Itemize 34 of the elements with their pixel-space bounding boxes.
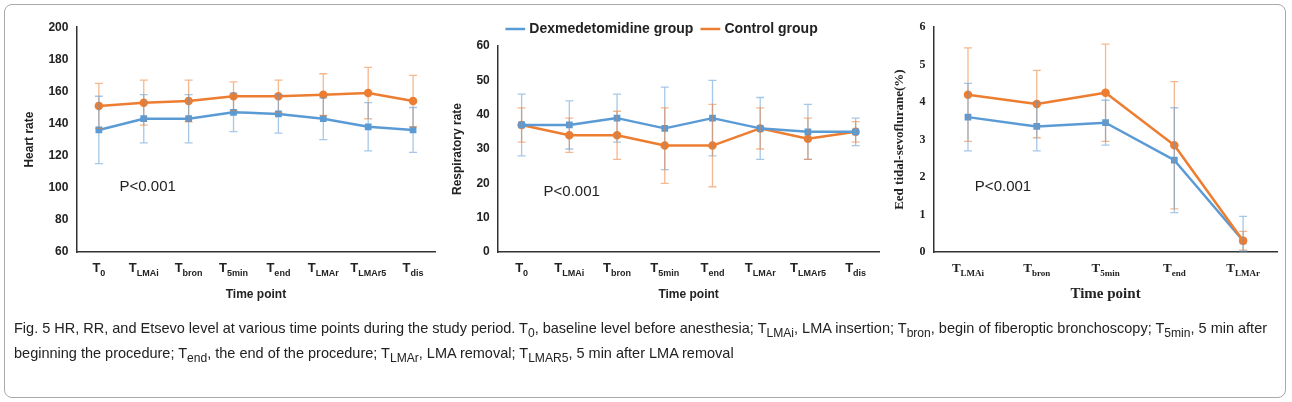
y-tick-label: 1 [919, 206, 926, 221]
y-tick-label: 160 [48, 83, 69, 98]
y-tick-label: 120 [48, 147, 69, 162]
y-tick-label: 2 [919, 169, 926, 184]
y-tick-label: 140 [48, 115, 69, 130]
x-axis-title: Time point [225, 287, 287, 301]
y-tick-label: 4 [919, 94, 926, 109]
legend-label: Dexmedetomidine group [529, 19, 694, 36]
text: Fig. 5 HR, RR, and Etsevo level at various time points during the study period. T$_{0}$, baseline level before anesthesia; T$_{LMAi}$, LMA insertion; T$_{bron}$, begin of fiberoptic bronchoscopy; T$_{5min}$, 5 min after beginning the procedure; T$_{end}$, the end of the procedure; T$_{LMAr}$, LMA removal; T$_{LMAR5}$, 5 min after LMA removal [14, 320, 1268, 365]
y-tick-label: 5 [919, 56, 926, 71]
y-tick-label: 50 [476, 72, 491, 87]
legend-label: Control group [724, 19, 818, 36]
y-tick-label: 180 [48, 51, 69, 66]
y-axis-title: Eed tidal-sevoflurane(%) [891, 69, 907, 210]
y-tick-label: 20 [476, 175, 491, 190]
y-tick-label: 40 [476, 106, 491, 121]
x-axis-title: Time point [658, 287, 719, 301]
annotation: P<0.001 [974, 177, 1032, 195]
y-tick-label: 0 [919, 244, 926, 259]
y-tick-label: 80 [55, 212, 69, 227]
y-tick-label: 0 [483, 244, 491, 259]
y-axis-title: Heart rate [21, 111, 36, 168]
y-tick-label: 10 [476, 209, 491, 224]
y-axis-title: Respiratory rate [449, 102, 464, 196]
y-tick-label: 60 [55, 244, 69, 259]
annotation: P<0.001 [543, 182, 600, 200]
y-tick-label: 100 [48, 180, 69, 195]
y-tick-label: 30 [476, 141, 491, 156]
x-axis-title: Time point [1070, 285, 1141, 301]
y-tick-label: 3 [919, 131, 926, 146]
y-tick-label: 6 [919, 19, 926, 34]
y-tick-label: 200 [48, 19, 69, 34]
y-tick-label: 60 [476, 38, 491, 53]
annotation: P<0.001 [119, 177, 176, 195]
